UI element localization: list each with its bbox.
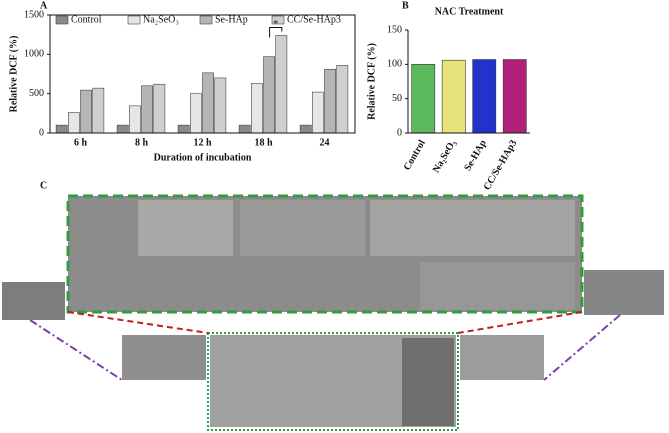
legend-swatch [199, 15, 213, 25]
y-tick-label: 50 [392, 93, 402, 104]
y-axis-label: Relative DCF (%) [366, 43, 377, 120]
bar [129, 105, 141, 134]
bar [202, 72, 214, 134]
annotation: * [273, 19, 278, 30]
micrograph-panel [2, 194, 664, 431]
bar [441, 59, 466, 134]
y-tick-label: 1000 [24, 49, 44, 60]
bar [299, 124, 312, 134]
bar [68, 112, 80, 134]
x-axis-label: Duration of incubation [154, 152, 252, 163]
bar [311, 91, 324, 134]
chart-title: NAC Treatment [435, 6, 504, 17]
micrograph [370, 200, 575, 256]
bar [336, 65, 349, 134]
highlight-box [207, 332, 459, 431]
connector [543, 314, 621, 381]
highlight-box [66, 194, 584, 314]
micrograph [402, 338, 454, 426]
legend-label: CC/Se-HAp3 [287, 14, 341, 25]
x-tick-label: Na₂SeO₃ [431, 138, 459, 175]
connector [29, 319, 123, 381]
panel-label: C [40, 180, 47, 191]
micrograph [122, 335, 206, 380]
micrograph [420, 262, 575, 310]
x-tick-label: 24 [320, 137, 330, 148]
panel-label: B [402, 0, 409, 11]
bar [214, 77, 227, 134]
legend-swatch [127, 15, 141, 25]
y-tick-label: 150 [387, 24, 402, 35]
y-tick-label: 0 [39, 127, 44, 138]
bar [116, 124, 129, 134]
bar [263, 56, 275, 134]
bar [153, 83, 166, 134]
bar [472, 59, 497, 134]
bar [80, 89, 92, 134]
y-tick-label: 0 [397, 127, 402, 138]
connector [457, 311, 583, 334]
legend-label: Na₂SeO₃ [143, 14, 179, 25]
x-tick-label: 8 h [135, 137, 149, 148]
connector [67, 311, 209, 334]
bar [92, 87, 105, 134]
micrograph [460, 335, 544, 380]
micrograph [2, 282, 65, 320]
micrograph [240, 200, 365, 256]
x-tick-label: 18 h [254, 137, 273, 148]
bar [324, 68, 336, 134]
legend-label: Se-HAp [215, 14, 248, 25]
x-tick-label: Control [402, 138, 428, 172]
legend-swatch [271, 15, 285, 25]
legend-swatch [55, 15, 69, 25]
legend-label: Control [71, 14, 102, 25]
bar [55, 124, 68, 134]
y-tick-label: 100 [387, 59, 402, 70]
x-tick-label: CC/Se-HAp3 [482, 138, 520, 192]
y-axis-label: Relative DCF (%) [8, 36, 19, 113]
bar [411, 64, 436, 134]
plot-frame [49, 14, 356, 134]
panel-label: A [40, 0, 48, 11]
bar [238, 124, 251, 134]
y-tick-label: 1500 [24, 9, 44, 20]
x-tick-label: 12 h [193, 137, 212, 148]
x-tick-label: 6 h [74, 137, 88, 148]
significance-bracket [269, 26, 283, 38]
y-tick-label: 500 [29, 88, 44, 99]
micrograph [138, 200, 233, 256]
bar [141, 85, 153, 134]
bar [275, 35, 288, 134]
bar [251, 83, 263, 134]
bar [177, 124, 190, 134]
micrograph [584, 270, 664, 315]
bar [502, 59, 527, 134]
x-tick-label: Se-HAp [462, 138, 489, 173]
bar [190, 93, 202, 134]
